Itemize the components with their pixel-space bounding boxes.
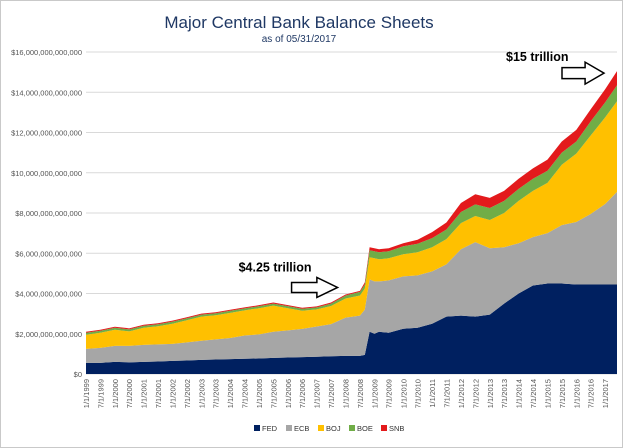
x-axis: 1/1/1999 7/1/1999 1/1/2000 7/1/2000 1/1/2001… [82,379,610,408]
chart-subtitle: as of 05/31/2017 [262,34,337,45]
x-tick-label: 7/1/2000 [125,379,134,408]
x-tick-label: 1/1/2002 [169,379,178,408]
y-tick-label: $6,000,000,000,000 [15,249,82,258]
y-tick-label: $16,000,000,000,000 [11,48,82,57]
x-tick-label: 1/1/2004 [226,379,235,408]
area-series-boj [86,101,617,349]
x-tick-label: 1/1/1999 [82,379,91,408]
area-series-fed [86,283,617,374]
legend-label: SNB [389,424,404,433]
y-axis: $0 $2,000,000,000,000 $4,000,000,000,000 $6… [11,48,82,379]
x-tick-label: 1/1/2011 [428,379,437,408]
x-tick-label: 1/1/2000 [111,379,120,408]
x-tick-label: 7/1/2011 [442,379,451,408]
x-tick-label: 7/1/2001 [154,379,163,408]
x-tick-label: 1/1/2007 [313,379,322,408]
x-tick-label: 7/1/1999 [96,379,105,408]
y-tick-label: $8,000,000,000,000 [15,209,82,218]
x-tick-label: 1/1/2010 [399,379,408,408]
x-tick-label: 7/1/2016 [587,379,596,408]
x-tick-label: 1/1/2008 [342,379,351,408]
x-tick-label: 1/1/2017 [601,379,610,408]
x-tick-label: 1/1/2014 [515,379,524,408]
annotation-label: $15 trillion [506,50,569,64]
legend-label: ECB [294,424,309,433]
legend-swatch [286,425,292,431]
x-tick-label: 7/1/2006 [298,379,307,408]
x-tick-label: 7/1/2002 [183,379,192,408]
y-tick-label: $10,000,000,000,000 [11,169,82,178]
x-tick-label: 1/1/2005 [255,379,264,408]
legend-swatch [318,425,324,431]
x-tick-label: 1/1/2009 [370,379,379,408]
x-tick-label: 1/1/2015 [543,379,552,408]
legend-swatch [381,425,387,431]
x-tick-label: 1/1/2001 [140,379,149,408]
x-tick-label: 7/1/2009 [385,379,394,408]
x-tick-label: 7/1/2008 [356,379,365,408]
y-tick-label: $2,000,000,000,000 [15,330,82,339]
legend-swatch [349,425,355,431]
right-arrow-icon [561,60,606,86]
x-tick-label: 7/1/2012 [471,379,480,408]
legend-swatch [254,425,260,431]
x-tick-label: 1/1/2012 [457,379,466,408]
x-tick-label: 7/1/2003 [212,379,221,408]
x-tick-label: 1/1/2016 [572,379,581,408]
y-tick-label: $0 [74,370,82,379]
x-tick-label: 7/1/2007 [327,379,336,408]
legend-label: BOE [357,424,373,433]
chart-title: Major Central Bank Balance Sheets [164,13,433,32]
y-tick-label: $4,000,000,000,000 [15,290,82,299]
x-tick-label: 7/1/2015 [558,379,567,408]
x-tick-label: 7/1/2013 [500,379,509,408]
annotation-layer: $4.25 trillion $15 trillion [239,50,606,299]
x-tick-label: 7/1/2004 [241,379,250,408]
x-tick-label: 7/1/2010 [414,379,423,408]
y-tick-label: $12,000,000,000,000 [11,129,82,138]
right-arrow-icon [290,276,340,299]
x-tick-label: 7/1/2005 [269,379,278,408]
annotation-label: $4.25 trillion [239,260,312,274]
y-tick-label: $14,000,000,000,000 [11,88,82,97]
x-tick-label: 1/1/2003 [197,379,206,408]
legend-label: BOJ [326,424,341,433]
area-layer [86,71,617,374]
legend: FED ECB BOJ BOE SNB [254,424,404,433]
x-tick-label: 1/1/2013 [486,379,495,408]
x-tick-label: 7/1/2014 [529,379,538,408]
area-series-ecb [86,191,617,363]
x-tick-label: 1/1/2006 [284,379,293,408]
legend-label: FED [262,424,278,433]
